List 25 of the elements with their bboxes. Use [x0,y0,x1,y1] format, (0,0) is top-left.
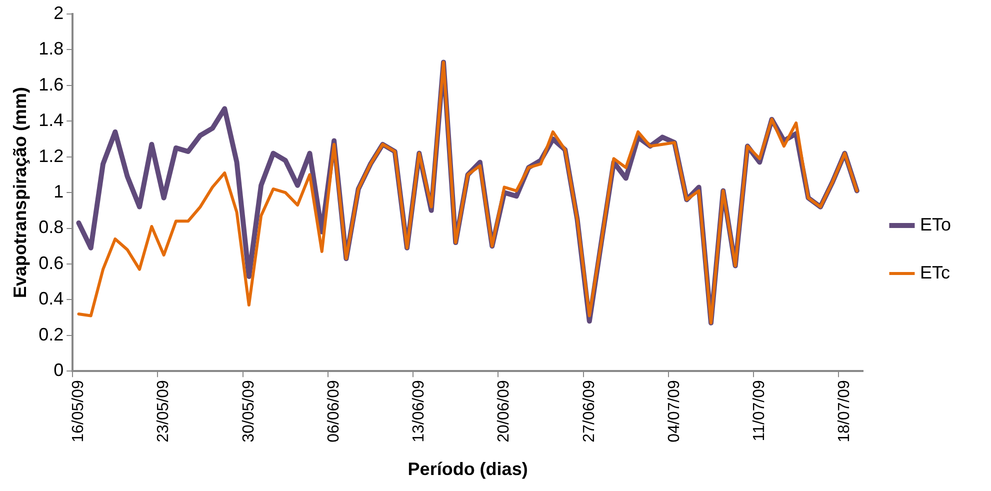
y-tick-label: 0 [54,360,64,380]
y-axis-title: Evapotranspiração (mm) [10,87,30,298]
legend-label: ETc [920,262,950,282]
x-tick-label: 04/07/09 [666,380,683,442]
y-tick-label: 0.8 [38,217,64,238]
x-tick-label: 06/06/09 [325,380,342,442]
x-tick-label: 16/05/09 [70,380,88,442]
y-tick-label: 0.4 [38,288,64,309]
x-tick-label: 30/05/09 [240,380,258,442]
y-tick-label: 1.2 [38,146,64,166]
x-tick-label: 18/07/09 [836,380,854,442]
y-tick-label: 0.2 [38,324,64,344]
y-tick-label: 1.4 [38,110,64,130]
x-tick-label: 11/07/09 [751,380,768,442]
y-tick-label: 1.8 [38,38,64,59]
x-tick-label: 27/06/09 [580,380,598,442]
y-tick-label: 1.6 [38,74,64,94]
x-axis-title: Período (dias) [408,459,528,480]
y-tick-label: 2 [54,2,64,23]
legend-label: ETo [920,214,952,234]
x-tick-label: 23/05/09 [155,380,172,442]
x-tick-label: 20/06/09 [496,380,513,442]
x-tick-label: 13/06/09 [410,380,428,442]
y-tick-label: 1 [54,182,64,202]
y-tick-label: 0.6 [38,252,64,273]
